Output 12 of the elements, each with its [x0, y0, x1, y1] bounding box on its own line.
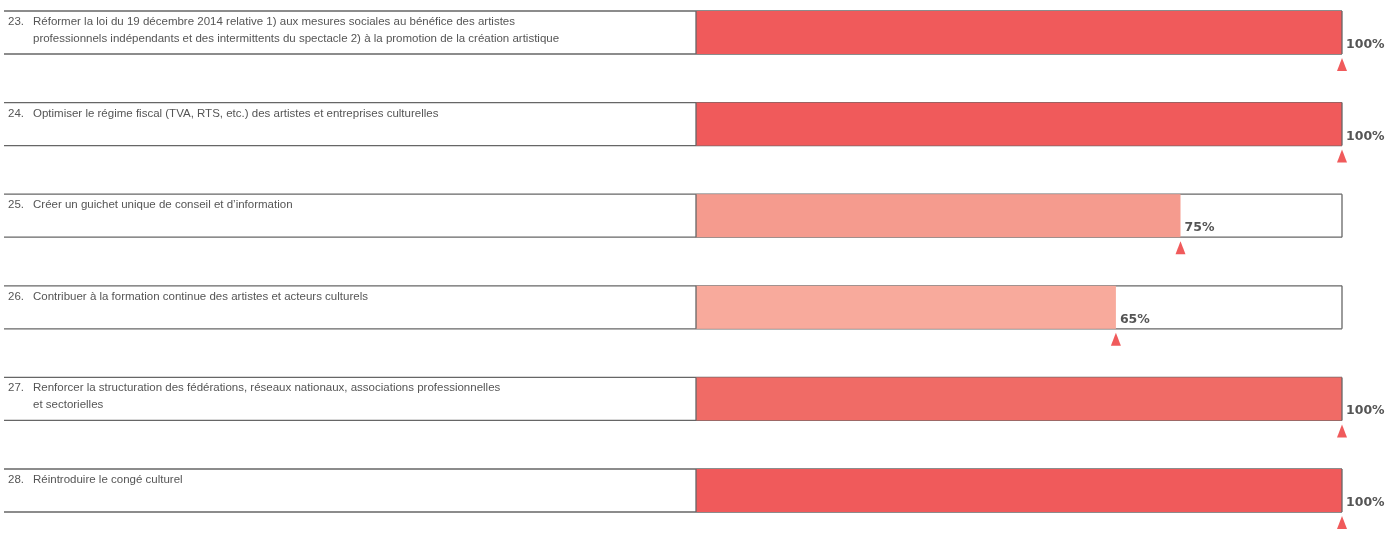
- y-tick-label: 28. Réintroduire le congé culturel: [8, 473, 183, 485]
- data-label: 100%: [1346, 36, 1386, 51]
- data-label: 75%: [1184, 219, 1215, 235]
- data-label: 100%: [1346, 402, 1386, 418]
- y-tick-label: 26. Contribuer à la formation continue des artistes et acteurs culturels: [8, 289, 369, 302]
- y-tick-label: 25. Créer un guichet unique de conseil et d’information: [8, 198, 293, 211]
- data-label: 100%: [1346, 127, 1386, 143]
- y-tick-label: 24. Optimiser le régime fiscal (TVA, RTS, etc.) des artistes et entreprises culturelles: [8, 106, 439, 119]
- data-label: 65%: [1119, 310, 1151, 326]
- y-tick-label: 23. Réformer la loi du 19 décembre 2014 relative 1) aux mesures sociales au bénéfice des artistes professionnels indépendants et des intermittents du spectacle 2) à la promotion de la création artistique: [8, 15, 560, 44]
- data-label: 100%: [1346, 494, 1386, 509]
- y-tick-label: 27. Renforcer la structuration des fédérations, réseaux nationaux, associations professionnelles et sectorielles: [8, 381, 501, 411]
